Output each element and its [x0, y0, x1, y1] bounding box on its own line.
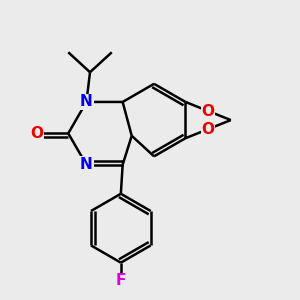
- Text: F: F: [116, 273, 126, 288]
- Text: N: N: [80, 157, 93, 172]
- Text: N: N: [80, 94, 93, 110]
- Text: O: O: [30, 126, 43, 141]
- Text: O: O: [202, 103, 214, 118]
- Text: O: O: [202, 122, 214, 136]
